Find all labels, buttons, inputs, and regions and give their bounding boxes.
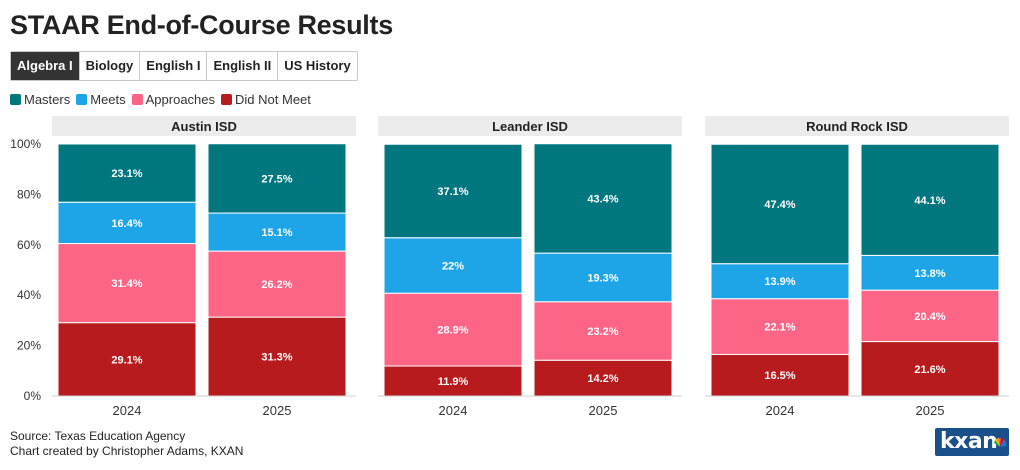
data-label: 26.2% <box>261 279 292 291</box>
panel-title-round-rock-isd: Round Rock ISD <box>806 119 908 134</box>
bar-segment-masters <box>860 143 1000 256</box>
data-label: 22.1% <box>764 322 795 334</box>
bar-segment-meets <box>860 254 1000 291</box>
data-label: 23.1% <box>111 168 142 180</box>
y-tick-label: 0% <box>24 389 42 403</box>
chart-footer: Source: Texas Education Agency Chart cre… <box>10 429 243 459</box>
legend-swatch-masters <box>10 94 21 105</box>
tab-english-ii[interactable]: English II <box>207 52 279 80</box>
data-label: 22% <box>442 260 464 272</box>
bar-segment-approaches <box>860 289 1000 343</box>
bar-segment-did-not-meet <box>860 341 1000 397</box>
x-tick-label: 2024 <box>439 403 468 418</box>
nbc-peacock-icon <box>994 438 1006 447</box>
subject-tabs: Algebra I Biology English I English II U… <box>10 51 358 81</box>
y-tick-label: 100% <box>10 137 41 151</box>
bar-segment-masters <box>533 143 673 254</box>
legend-item-did-not-meet[interactable]: Did Not Meet <box>221 92 311 107</box>
legend-label-did-not-meet: Did Not Meet <box>235 92 311 107</box>
tab-algebra-i[interactable]: Algebra I <box>11 52 80 80</box>
data-label: 20.4% <box>914 311 945 323</box>
chart-legend: Masters Meets Approaches Did Not Meet <box>10 92 311 107</box>
data-label: 15.1% <box>261 227 292 239</box>
data-label: 37.1% <box>437 186 468 198</box>
data-label: 16.4% <box>111 218 142 230</box>
data-label: 47.4% <box>764 199 795 211</box>
x-tick-label: 2025 <box>916 403 945 418</box>
bar-segment-approaches <box>710 298 850 355</box>
data-label: 43.4% <box>587 193 618 205</box>
y-tick-label: 60% <box>17 238 41 252</box>
x-tick-label: 2024 <box>113 403 142 418</box>
legend-label-meets: Meets <box>90 92 126 107</box>
tab-us-history[interactable]: US History <box>284 58 351 73</box>
data-label: 31.3% <box>261 352 292 364</box>
tab-biology[interactable]: Biology <box>80 52 141 80</box>
page-title: STAAR End-of-Course Results <box>10 10 393 40</box>
y-tick-label: 40% <box>17 288 41 302</box>
data-label: 27.5% <box>261 173 292 185</box>
data-label: 29.1% <box>111 354 142 366</box>
bar-segment-meets <box>533 252 673 303</box>
bar-segment-masters <box>207 143 347 214</box>
bar-segment-did-not-meet <box>57 322 197 397</box>
data-label: 16.5% <box>764 370 795 382</box>
data-label: 11.9% <box>438 376 469 388</box>
x-tick-label: 2025 <box>589 403 618 418</box>
y-tick-label: 20% <box>17 339 41 353</box>
data-label: 44.1% <box>914 195 945 207</box>
legend-item-meets[interactable]: Meets <box>76 92 126 107</box>
legend-item-approaches[interactable]: Approaches <box>131 92 216 107</box>
data-label: 19.3% <box>587 272 618 284</box>
bar-segment-meets <box>207 212 347 252</box>
legend-label-approaches: Approaches <box>145 92 216 107</box>
bar-segment-approaches <box>383 292 523 367</box>
bar-segment-meets <box>383 237 523 294</box>
source-note: Source: Texas Education Agency <box>10 429 186 443</box>
legend-item-masters[interactable]: Masters <box>10 92 70 107</box>
legend-label-masters: Masters <box>24 92 71 107</box>
panel-title-leander-isd: Leander ISD <box>492 119 568 134</box>
bar-segment-masters <box>57 143 197 203</box>
panel-header-austin-isd <box>52 116 356 136</box>
legend-swatch-approaches <box>131 94 143 105</box>
bar-segment-did-not-meet <box>710 353 850 397</box>
bar-segment-masters <box>710 143 850 265</box>
panel-header-round-rock-isd <box>705 116 1009 136</box>
data-label: 21.6% <box>914 364 945 376</box>
panel-title-austin-isd: Austin ISD <box>171 119 237 134</box>
stacked-bar-chart: 0% 20% 40% 60% 80% 100% Austin ISD 29.1% 31.4% 16… <box>10 116 1009 418</box>
data-label: 28.9% <box>437 325 468 337</box>
bar-segment-meets <box>57 201 197 245</box>
logo-text: kxan <box>940 429 998 454</box>
bar-segment-approaches <box>57 243 197 324</box>
credit-note: Chart created by Christopher Adams, KXAN <box>10 444 244 458</box>
bar-segment-masters <box>383 143 523 239</box>
data-label: 13.8% <box>914 268 945 280</box>
bar-segment-did-not-meet <box>383 365 523 397</box>
bar-segment-approaches <box>533 301 673 361</box>
x-tick-label: 2024 <box>766 403 795 418</box>
x-tick-label: 2025 <box>263 403 292 418</box>
tab-english-i[interactable]: English I <box>140 52 208 80</box>
kxan-logo: kxan <box>935 428 1009 456</box>
data-label: 31.4% <box>111 278 142 290</box>
data-label: 23.2% <box>587 326 618 338</box>
panel-header-leander-isd <box>378 116 682 136</box>
bar-segment-approaches <box>207 250 347 318</box>
data-label: 13.9% <box>764 276 795 288</box>
legend-swatch-meets <box>76 94 88 105</box>
y-tick-label: 80% <box>17 187 41 201</box>
data-label: 14.2% <box>587 373 618 385</box>
legend-swatch-did-not-meet <box>221 94 233 105</box>
